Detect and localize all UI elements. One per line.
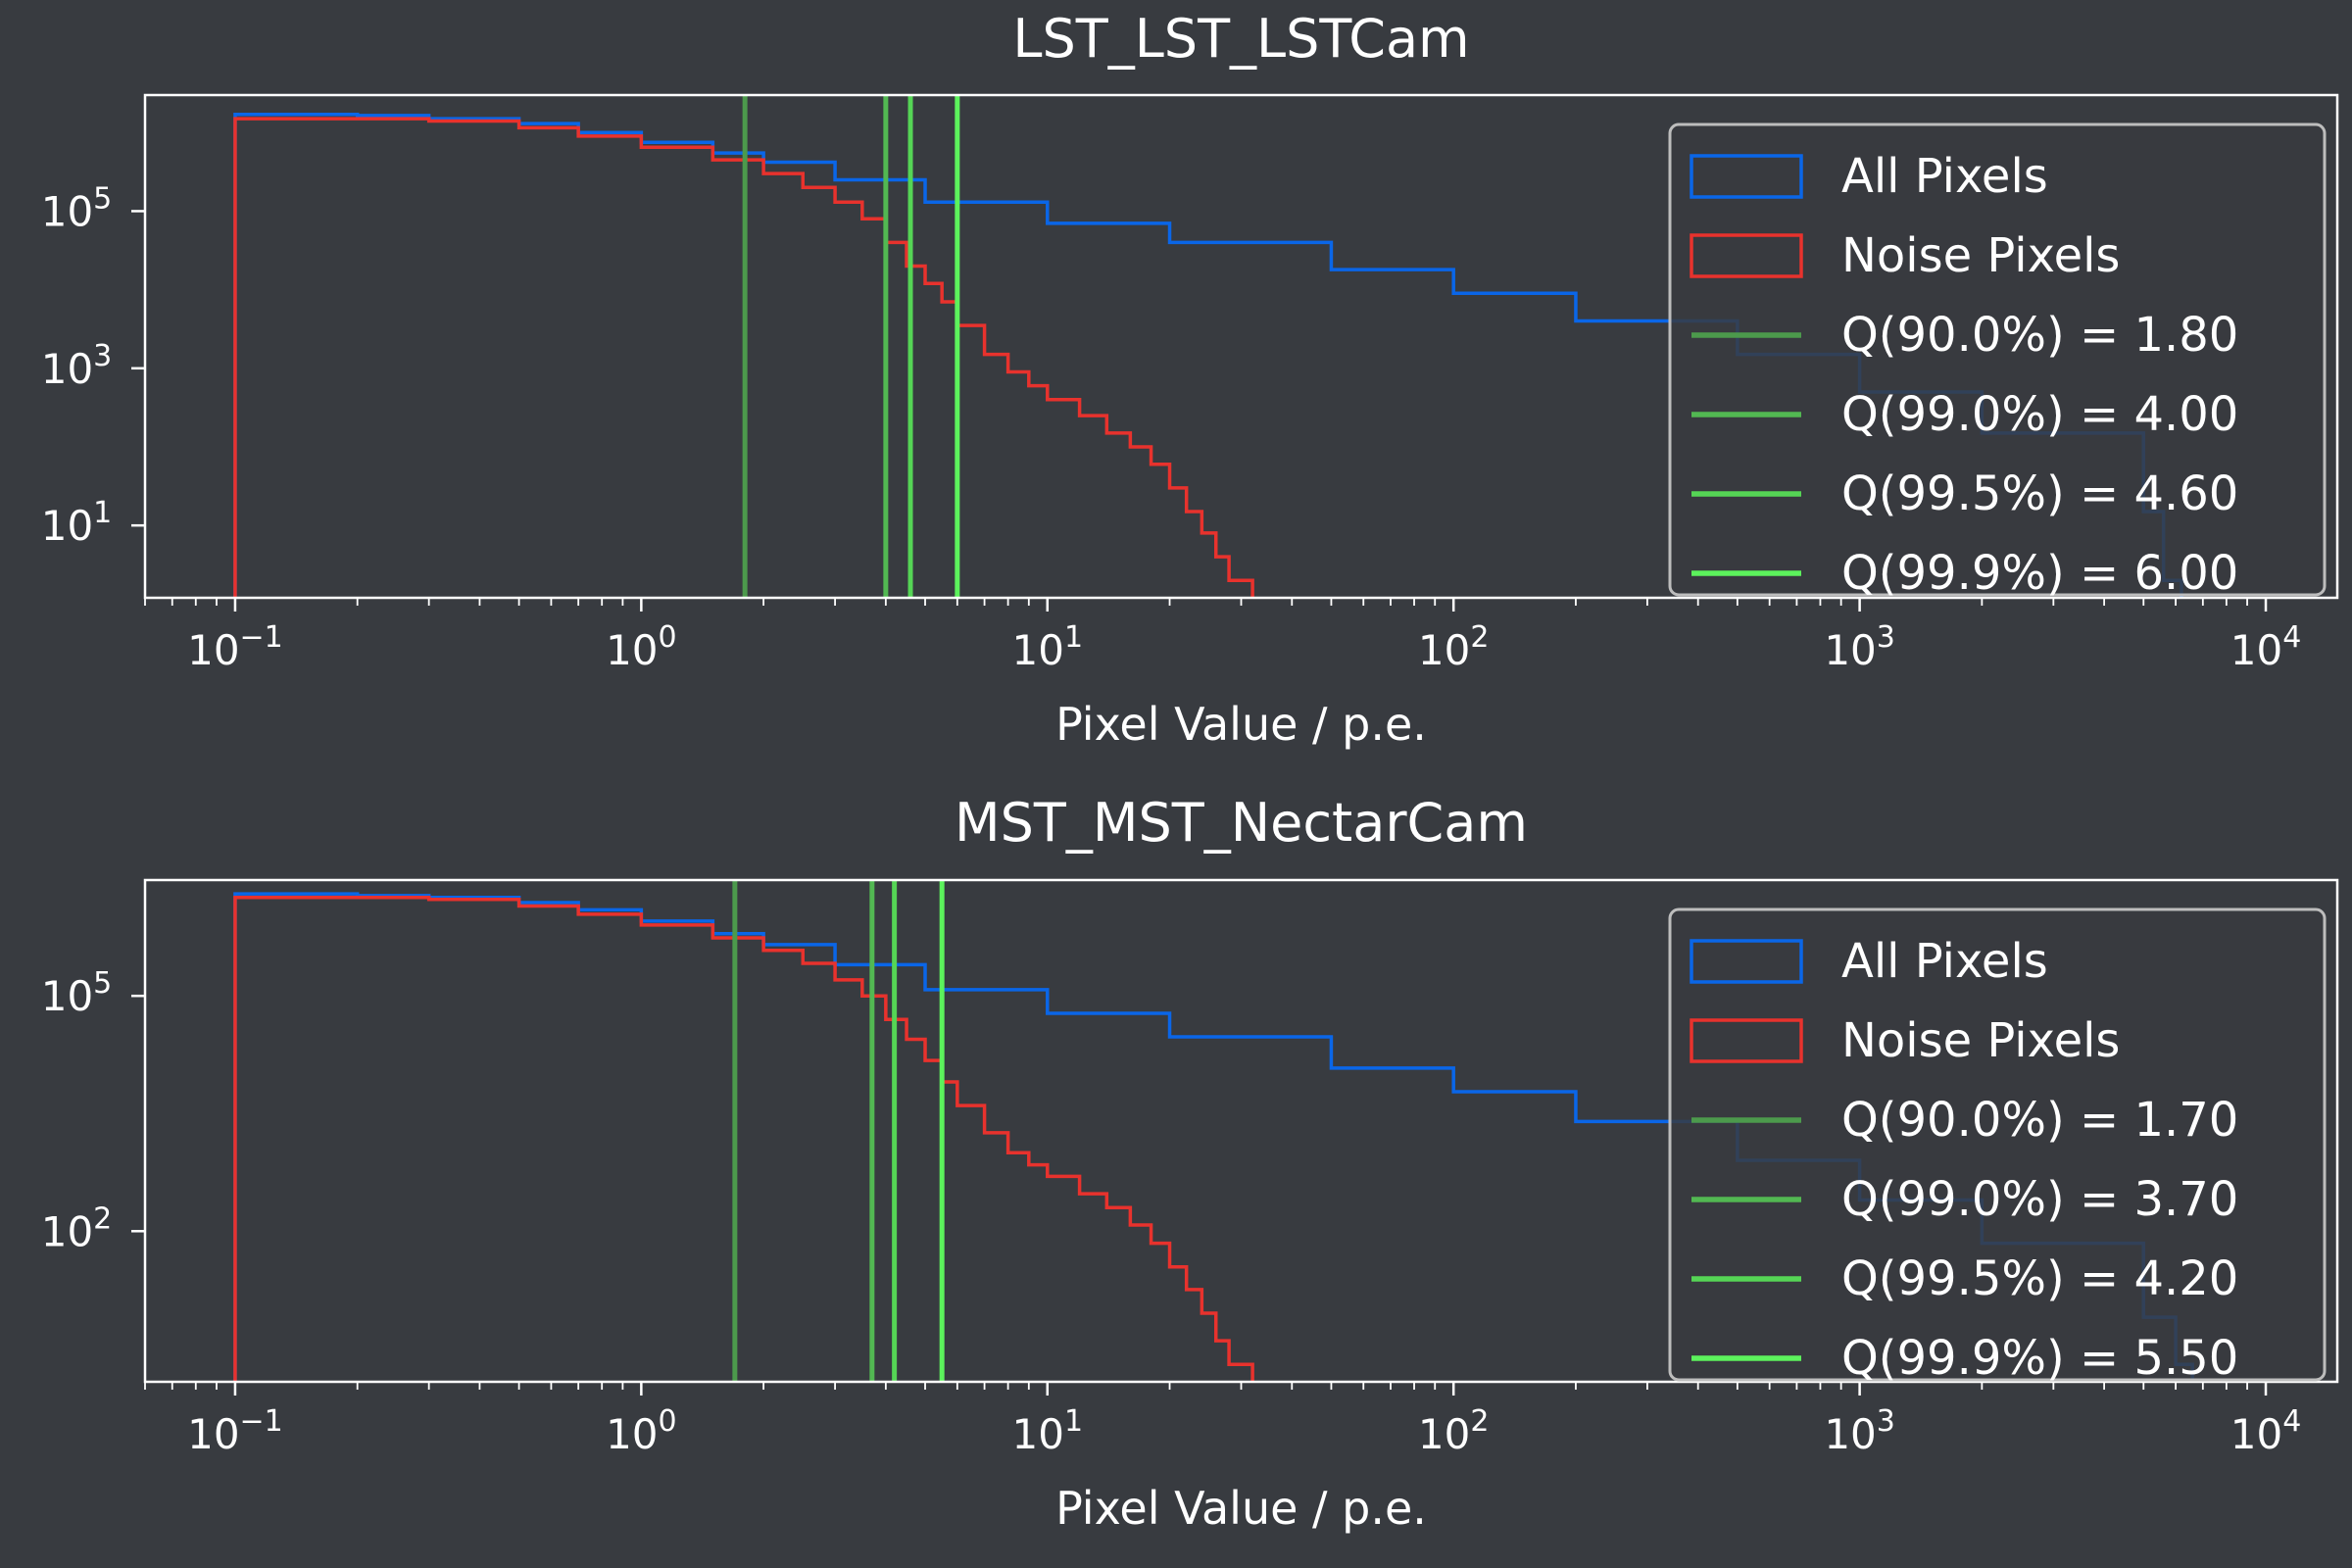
y-tick-label: 103 — [41, 339, 113, 393]
x-tick-label: 104 — [2230, 620, 2302, 674]
series-noise-pixels — [233, 896, 1254, 1382]
legend-patch — [1690, 233, 1803, 278]
subplot-1: LST_LST_LSTCam 10−1 100 101 102 103 104 Pixel V… — [41, 8, 2339, 751]
legend-label: Q(99.9%) = 6.00 — [1841, 546, 2238, 601]
legend-label: Q(99.0%) = 3.70 — [1841, 1172, 2238, 1227]
y-tick-label: 105 — [41, 181, 113, 235]
legend-frame — [1668, 907, 2327, 1382]
y-tick-label: 102 — [41, 1201, 113, 1255]
x-tick-label: 10−1 — [187, 1404, 283, 1458]
legend-label: Q(90.0%) = 1.80 — [1841, 308, 2238, 363]
legend-label: All Pixels — [1841, 149, 2048, 204]
x-tick-label: 104 — [2230, 1404, 2302, 1458]
x-tick-label: 101 — [1011, 1404, 1083, 1458]
x-axis-label: Pixel Value / p.e. — [1055, 698, 1427, 751]
x-tick-label: 103 — [1824, 1404, 1895, 1458]
legend-label: Noise Pixels — [1841, 228, 2120, 283]
legend-patch — [1690, 1018, 1803, 1063]
x-tick-label: 103 — [1824, 620, 1895, 674]
x-tick-label: 10−1 — [187, 620, 283, 674]
legend: All Pixels Noise Pixels Q(90.0%) = 1.80 Q(9… — [1668, 122, 2327, 601]
legend-label: All Pixels — [1841, 934, 2048, 989]
x-tick-label: 100 — [606, 1404, 677, 1458]
legend-label: Q(90.0%) = 1.70 — [1841, 1093, 2238, 1148]
legend-patch — [1690, 939, 1803, 984]
legend-label: Noise Pixels — [1841, 1013, 2120, 1068]
legend-frame — [1668, 122, 2327, 597]
legend-label: Q(99.5%) = 4.60 — [1841, 466, 2238, 521]
legend-label: Q(99.0%) = 4.00 — [1841, 387, 2238, 442]
chart-title: LST_LST_LSTCam — [1012, 8, 1469, 70]
legend-patch — [1690, 154, 1803, 199]
x-tick-label: 102 — [1418, 620, 1490, 674]
legend-label: Q(99.5%) = 4.20 — [1841, 1251, 2238, 1306]
legend: All Pixels Noise Pixels Q(90.0%) = 1.70 Q(9… — [1668, 907, 2327, 1386]
legend-label: Q(99.9%) = 5.50 — [1841, 1331, 2238, 1386]
x-tick-label: 101 — [1011, 620, 1083, 674]
x-axis-label: Pixel Value / p.e. — [1055, 1482, 1427, 1535]
y-tick-label: 105 — [41, 966, 113, 1020]
chart-title: MST_MST_NectarCam — [955, 792, 1528, 854]
x-tick-label: 100 — [606, 620, 677, 674]
y-tick-label: 101 — [41, 496, 113, 550]
x-tick-label: 102 — [1418, 1404, 1490, 1458]
subplot-2: MST_MST_NectarCam 10−1 100 101 102 103 104 Pixe… — [41, 792, 2339, 1535]
